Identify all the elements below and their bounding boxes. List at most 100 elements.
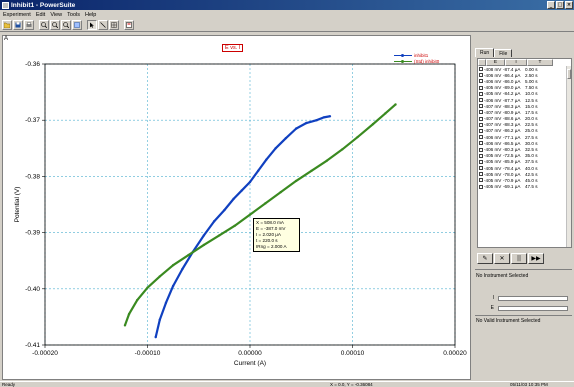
close-button[interactable]: × — [565, 1, 573, 9]
data-point — [171, 284, 175, 288]
row-checkbox[interactable] — [479, 104, 483, 109]
row-checkbox[interactable] — [479, 85, 483, 90]
plot-title-badge[interactable]: E vs. I — [222, 44, 244, 52]
data-point — [164, 301, 168, 305]
row-checkbox[interactable] — [479, 116, 483, 121]
menu-experiment[interactable]: Experiment — [3, 11, 31, 18]
data-point — [294, 179, 298, 183]
row-checkbox[interactable] — [479, 98, 483, 103]
header-t[interactable]: T — [527, 59, 553, 66]
menu-view[interactable]: View — [50, 11, 63, 18]
tab-run[interactable]: Run — [475, 48, 495, 57]
table-row[interactable]: -407 mV -88.6 μA 20.0 s — [478, 116, 571, 122]
row-checkbox[interactable] — [479, 73, 483, 78]
print-icon[interactable] — [24, 20, 34, 30]
table-row[interactable]: -405 mV -89.0 μA 7.50 s — [478, 85, 571, 91]
data-point — [310, 169, 313, 172]
row-checkbox[interactable] — [479, 122, 483, 127]
title-bar[interactable]: Inhibit1 - PowerSuite _ □ × — [0, 0, 574, 10]
row-checkbox[interactable] — [479, 159, 483, 164]
menu-help[interactable]: Help — [84, 11, 97, 18]
table-row[interactable]: -406 mV -77.1 μA 27.5 s — [478, 134, 571, 140]
table-row[interactable]: -405 mV -85.9 μA 37.5 s — [478, 159, 571, 165]
data-point — [240, 189, 243, 192]
data-point — [322, 116, 325, 119]
table-row[interactable]: -405 mV -69.1 μA 47.5 s — [478, 184, 571, 190]
x-tick-label: 0.00020 — [443, 350, 467, 357]
table-row[interactable]: -406 mV -86.5 μA 30.0 s — [478, 140, 571, 146]
table-row[interactable]: -405 mV -84.2 μA 10.0 s — [478, 91, 571, 97]
table-row[interactable]: -405 mV -78.0 μA 42.5 s — [478, 171, 571, 177]
header-e[interactable]: E — [486, 59, 505, 66]
stop-button[interactable]: ✕ — [494, 253, 510, 264]
row-checkbox[interactable] — [479, 110, 483, 115]
cell-t: 7.50 s — [525, 85, 538, 91]
status-bar: Ready X = 0.0, Y = -0.36084 05/11/03 10:… — [0, 381, 574, 387]
table-row[interactable]: -407 mV -80.9 μA 17.5 s — [478, 109, 571, 115]
zoom-fit-icon[interactable] — [72, 20, 82, 30]
data-point — [212, 220, 216, 223]
cell-i: -69.1 μA — [503, 184, 521, 190]
tab-file[interactable]: File — [494, 49, 513, 57]
table-row[interactable]: -406 mV -80.3 μA 32.5 s — [478, 146, 571, 152]
table-row[interactable]: -405 mV -70.9 μA 45.0 s — [478, 177, 571, 183]
row-checkbox[interactable] — [479, 141, 483, 146]
header-i[interactable]: I — [505, 59, 527, 66]
row-checkbox[interactable] — [479, 128, 483, 133]
data-point — [394, 103, 397, 106]
x-tick-label: 0.00010 — [341, 350, 365, 357]
maximize-button[interactable]: □ — [556, 1, 564, 9]
row-checkbox[interactable] — [479, 166, 483, 171]
skip-button[interactable]: ▶▶ — [528, 253, 544, 264]
open-icon[interactable] — [2, 20, 12, 30]
table-row[interactable]: -405 mV -72.5 μA 35.0 s — [478, 153, 571, 159]
menu-edit[interactable]: Edit — [35, 11, 46, 18]
row-checkbox[interactable] — [479, 67, 483, 72]
app-icon — [2, 1, 9, 9]
row-checkbox[interactable] — [479, 91, 483, 96]
plot-area[interactable] — [2, 35, 471, 380]
line-icon[interactable] — [98, 20, 108, 30]
table-row[interactable]: -405 mV -78.4 μA 40.0 s — [478, 165, 571, 171]
toolbar — [0, 19, 574, 32]
cell-t: 32.5 s — [525, 147, 538, 153]
minimize-button[interactable]: _ — [547, 1, 555, 9]
table-row[interactable]: -407 mV -88.3 μA 22.5 s — [478, 122, 571, 128]
row-checkbox[interactable] — [479, 79, 483, 84]
data-point — [127, 312, 131, 316]
row-checkbox[interactable] — [479, 153, 483, 158]
row-checkbox[interactable] — [479, 147, 483, 152]
table-row[interactable]: -408 mV -87.4 μA 0.00 s — [478, 66, 571, 72]
table-scrollbar[interactable] — [566, 66, 571, 247]
row-checkbox[interactable] — [479, 184, 483, 189]
row-checkbox[interactable] — [479, 178, 483, 183]
pause-button[interactable]: || — [511, 253, 527, 264]
scroll-thumb[interactable] — [567, 69, 571, 79]
grid-icon[interactable] — [109, 20, 119, 30]
data-point — [202, 234, 206, 237]
cell-e: -406 mV — [484, 147, 502, 153]
table-row[interactable]: -406 mV -87.7 μA 12.5 s — [478, 97, 571, 103]
save-icon[interactable] — [13, 20, 23, 30]
row-checkbox[interactable] — [479, 172, 483, 177]
legend-label-inhibit1: inhibit1 — [414, 52, 429, 58]
zoom-in-icon[interactable] — [39, 20, 49, 30]
edit-button[interactable]: ✎ — [477, 253, 493, 264]
cursor-icon[interactable] — [87, 20, 97, 30]
status-coordinates: X = 0.0, Y = -0.36084 — [330, 382, 373, 387]
properties-icon[interactable] — [124, 20, 134, 30]
tooltip-x: X = 508.0 mA — [256, 220, 284, 225]
row-checkbox[interactable] — [479, 135, 483, 140]
y-tick-label: -0.40 — [25, 286, 40, 293]
zoom-out-icon[interactable] — [50, 20, 60, 30]
zoom-box-icon[interactable] — [61, 20, 71, 30]
data-point — [154, 335, 157, 339]
table-row[interactable]: -406 mV -86.4 μA 2.50 s — [478, 72, 571, 78]
table-row[interactable]: -406 mV -86.0 μA 5.00 s — [478, 78, 571, 84]
table-row[interactable]: -407 mV -88.3 μA 15.0 s — [478, 103, 571, 109]
table-row[interactable]: -407 mV -86.2 μA 25.0 s — [478, 128, 571, 134]
menu-tools[interactable]: Tools — [67, 11, 80, 18]
cell-t: 30.0 s — [525, 140, 538, 146]
y-tick-label: -0.36 — [25, 61, 40, 68]
